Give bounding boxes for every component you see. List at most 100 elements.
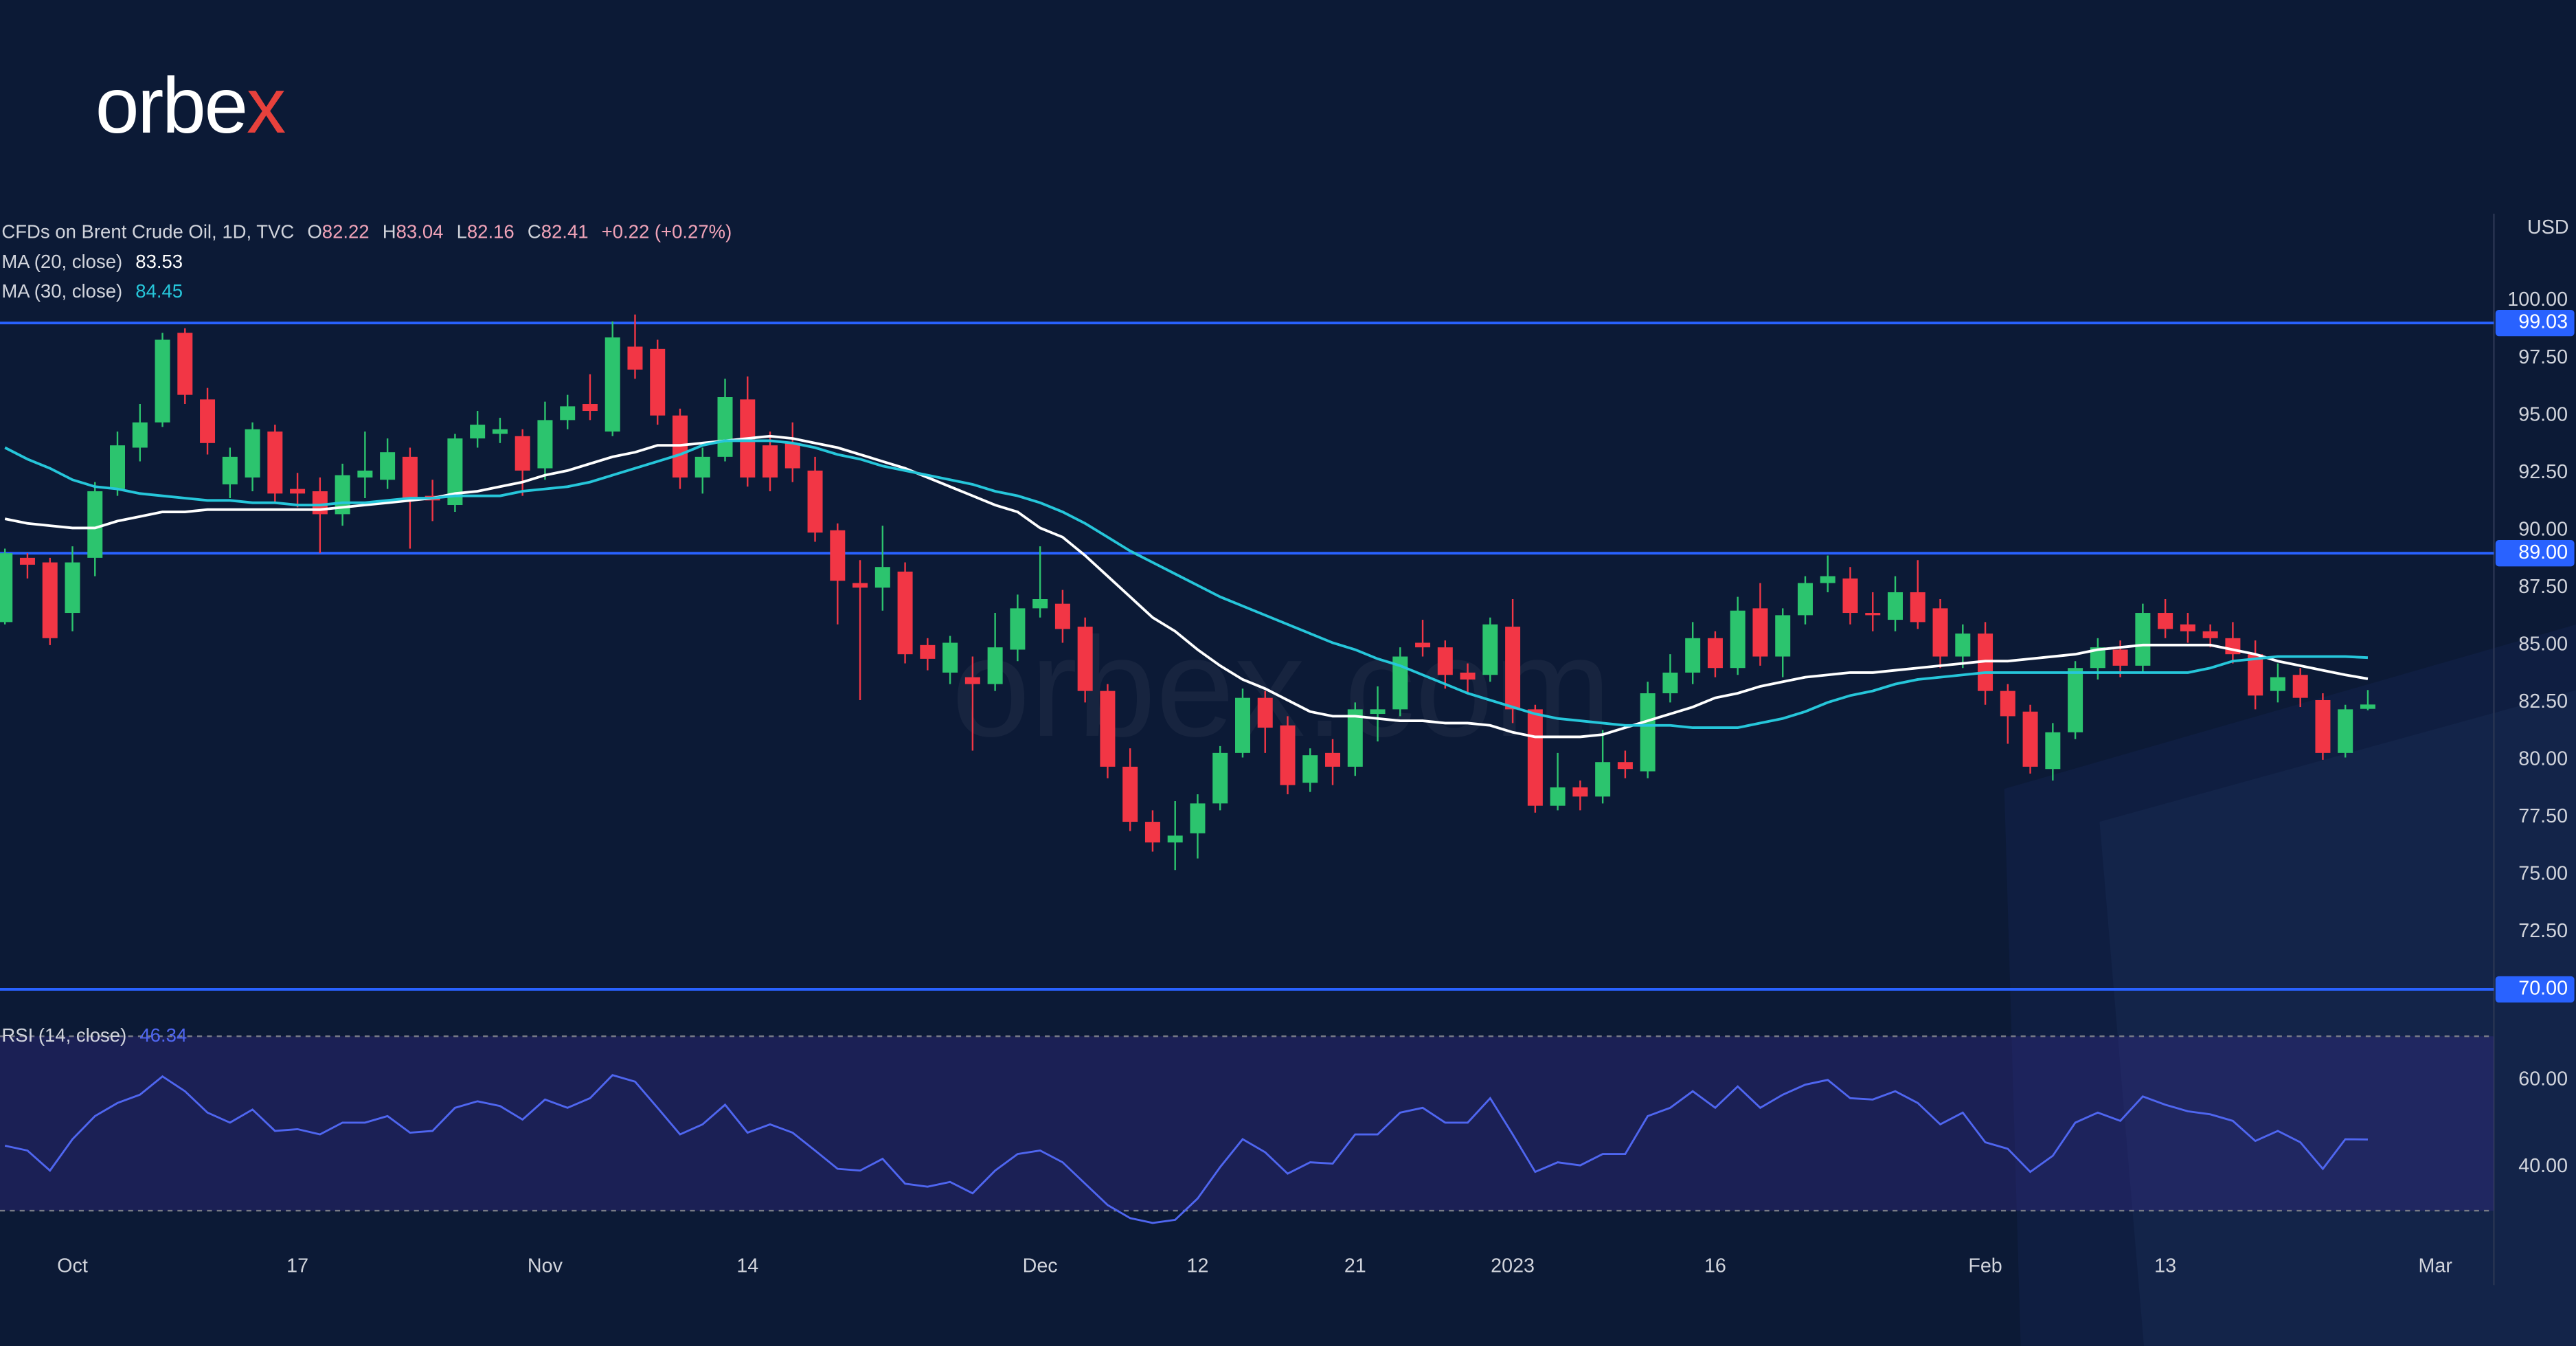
candle-body — [1257, 697, 1273, 728]
candle-body — [1640, 693, 1656, 772]
candle-body — [1280, 725, 1296, 785]
candle-body — [1527, 709, 1543, 806]
legend-name: MA (20, close) — [1, 251, 122, 272]
ohlc-label: O — [307, 221, 321, 243]
candle-body — [1550, 787, 1566, 806]
x-tick-label: Nov — [528, 1255, 563, 1277]
candle-body — [155, 339, 170, 423]
candle-body — [222, 456, 238, 484]
candle-body — [1775, 615, 1791, 657]
candle-body — [1212, 752, 1228, 804]
candle-body — [335, 475, 350, 515]
candle-body — [1482, 624, 1498, 675]
ohlc-label: H — [383, 221, 396, 243]
candle-body — [447, 438, 463, 506]
candle-body — [2000, 691, 2015, 717]
candle-body — [2068, 668, 2083, 732]
ohlc-label: L — [457, 221, 467, 243]
candle-body — [1572, 787, 1588, 797]
change: +0.22 (+0.27%) — [602, 221, 732, 243]
candle-body — [1167, 835, 1183, 843]
candle-body — [1842, 578, 1858, 614]
candle-body — [492, 429, 508, 434]
logo-accent: x — [247, 62, 286, 150]
candle-body — [1437, 647, 1453, 675]
candle-body — [1865, 613, 1881, 616]
ohlc-value: 82.22 — [322, 221, 370, 243]
candle-body — [2135, 613, 2151, 666]
candle-body — [2315, 700, 2331, 753]
candle-body — [1910, 592, 1925, 622]
candle-body — [2158, 613, 2173, 629]
legend-value: 84.45 — [135, 280, 183, 302]
candle-body — [1707, 638, 1723, 669]
candle-body — [717, 396, 733, 457]
candle-body — [470, 425, 486, 439]
level-label: 89.00 — [2518, 541, 2568, 563]
candle-body — [290, 489, 306, 494]
candle-body — [1100, 691, 1116, 767]
y-tick-label: 97.50 — [2518, 346, 2568, 368]
rsi-tick-label: 60.00 — [2518, 1068, 2568, 1090]
level-label: 70.00 — [2518, 978, 2568, 1000]
legend-ma20: MA (20, close) 83.53 — [1, 251, 183, 272]
candle-body — [1888, 592, 1903, 620]
level-tag — [2495, 309, 2575, 337]
candle-body — [605, 337, 620, 432]
chart-title: CFDs on Brent Crude Oil, 1D, TVC — [1, 221, 294, 243]
y-tick-label: 80.00 — [2518, 748, 2568, 770]
candle-body — [87, 491, 103, 558]
ohlc-value: 83.04 — [396, 221, 444, 243]
moving-average — [4, 434, 2369, 739]
y-tick-label: 77.50 — [2518, 805, 2568, 827]
x-tick-label: 17 — [286, 1255, 308, 1277]
candle-body — [1617, 762, 1633, 770]
candle-body — [762, 445, 778, 478]
candle-body — [650, 348, 666, 416]
candle-body — [1685, 638, 1701, 673]
candle-body — [1144, 822, 1160, 843]
candle-body — [1730, 610, 1745, 669]
candle-body — [1752, 608, 1768, 657]
x-tick-label: 12 — [1187, 1255, 1209, 1277]
decor-shape — [2099, 690, 2576, 1346]
candle-body — [19, 557, 35, 565]
logo: orbex — [95, 62, 286, 150]
candle-body — [807, 470, 823, 533]
candle-body — [200, 399, 216, 443]
rsi-band — [0, 1036, 2494, 1211]
candle-body — [1190, 803, 1206, 833]
legend-name: RSI (14, close) — [1, 1025, 126, 1046]
level-label: 99.03 — [2518, 311, 2568, 333]
candle-body — [515, 436, 530, 471]
rsi-line — [4, 1074, 2368, 1224]
legend-header: CFDs on Brent Crude Oil, 1D, TVC O82.22 H8… — [1, 221, 732, 243]
candle-body — [1010, 608, 1026, 650]
candle-body — [897, 571, 913, 655]
candle-body — [380, 452, 396, 480]
y-tick-label: 95.00 — [2518, 403, 2568, 425]
ohlc-value: 82.41 — [541, 221, 589, 243]
y-tick-label: 92.50 — [2518, 461, 2568, 483]
candle-body — [1234, 697, 1250, 753]
candle-body — [2292, 675, 2308, 698]
candle-body — [537, 420, 553, 469]
candle-body — [987, 647, 1003, 684]
x-tick-label: Dec — [1023, 1255, 1058, 1277]
x-tick-label: 21 — [1344, 1255, 1366, 1277]
candle-body — [177, 333, 193, 395]
ohlc-label: C — [528, 221, 541, 243]
candle-body — [1820, 576, 1835, 583]
y-tick-label: 87.50 — [2518, 576, 2568, 598]
candle-body — [245, 429, 260, 478]
candle-body — [694, 456, 710, 478]
y-tick-label: 75.00 — [2518, 862, 2568, 884]
candle-body — [1595, 762, 1611, 797]
candle-body — [1032, 599, 1048, 609]
level-tag — [2495, 540, 2575, 567]
candle-body — [42, 562, 58, 638]
ohlc-value: 82.16 — [467, 221, 515, 243]
candle-body — [2270, 677, 2285, 691]
rsi-tick-label: 40.00 — [2518, 1155, 2568, 1177]
candle-body — [1460, 672, 1476, 680]
